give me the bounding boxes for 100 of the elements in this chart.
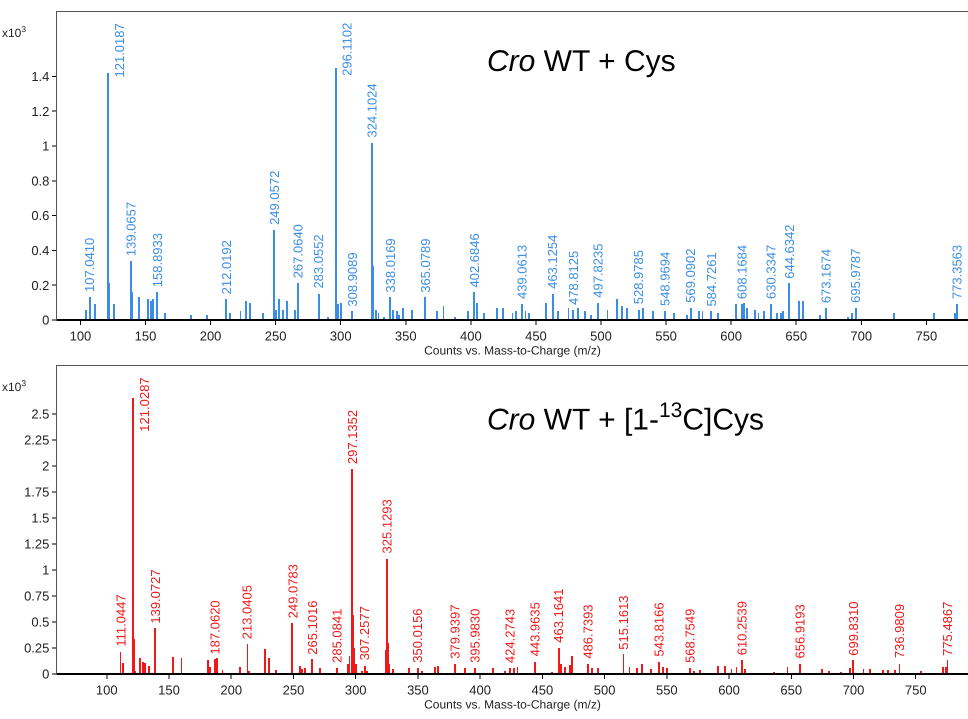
- annotation: 695.9787: [848, 248, 864, 303]
- y-tick-label: 0.4: [31, 242, 50, 258]
- x-tick-label: 600: [718, 682, 740, 698]
- y-tick-label: 1.25: [24, 536, 50, 552]
- y-tick-label: 0: [42, 312, 50, 328]
- annotation: 308.9089: [345, 252, 360, 307]
- annotation: 463.1641: [550, 588, 566, 643]
- annotation: 478.8125: [566, 250, 581, 305]
- annotation: 107.0410: [82, 238, 98, 292]
- annotation: 350.0156: [410, 608, 426, 663]
- annotation: 608.1684: [734, 244, 750, 300]
- x-tick-label: 350: [407, 682, 429, 698]
- text: Cro WT + Cys: [487, 45, 676, 78]
- annotation: 548.9694: [657, 252, 672, 306]
- x-tick-label: 700: [842, 682, 864, 698]
- x-tick-label: 450: [532, 682, 554, 698]
- x-tick-label: 400: [460, 328, 482, 344]
- annotation: 338.0169: [382, 238, 398, 293]
- y-tick-label: 0.75: [24, 588, 50, 604]
- x-tick-label: 700: [850, 328, 872, 344]
- annotation: 296.1102: [339, 22, 354, 76]
- y-tick-label: 1.75: [24, 484, 50, 500]
- y-tick-label: 1: [42, 562, 50, 578]
- annotation: 213.0405: [240, 585, 255, 640]
- annotation: 249.0783: [285, 564, 300, 618]
- annotation: 395.9830: [467, 608, 482, 663]
- annotation: 699.8310: [846, 602, 861, 656]
- x-tick-label: 550: [656, 682, 678, 698]
- x-tick-label: 100: [96, 682, 118, 698]
- annotation: 568.7549: [682, 608, 698, 663]
- y-tick-label: 0.2: [31, 278, 50, 293]
- y-tick-label: 1.2: [31, 104, 50, 119]
- annotation: 158.8933: [150, 232, 165, 288]
- annotation: 111.0447: [113, 594, 128, 647]
- y-tick-label: 2.25: [24, 432, 50, 448]
- annotation: 121.0187: [112, 23, 128, 78]
- annotation: 402.6846: [467, 233, 482, 288]
- annotation: 463.1254: [545, 234, 560, 289]
- y-axis-title: x10$^{3}$: [2, 24, 26, 40]
- annotation: 297.1352: [345, 410, 360, 464]
- annotation: 486.7393: [580, 604, 596, 659]
- annotation: 584.7261: [704, 252, 719, 307]
- annotation: 265.1016: [304, 600, 320, 655]
- y-tick-label: 0.6: [31, 208, 50, 224]
- x-tick-label: 650: [785, 328, 808, 344]
- y-tick-label: 0.5: [31, 614, 50, 630]
- annotation: 630.3347: [763, 244, 778, 299]
- x-tick-label: 150: [158, 682, 180, 698]
- annotation: 267.0640: [290, 224, 306, 278]
- x-tick-label: 750: [904, 682, 927, 698]
- x-tick-label: 450: [525, 328, 547, 344]
- annotation: 497.8235: [590, 244, 606, 298]
- annotation: 569.0902: [683, 248, 698, 303]
- x-tick-label: 650: [780, 682, 802, 698]
- y-tick-label: 2.5: [31, 406, 50, 422]
- y-tick-label: 0.25: [24, 640, 50, 656]
- annotation: 379.9397: [448, 604, 463, 659]
- annotation: 610.2539: [734, 601, 750, 656]
- x-tick-label: 100: [70, 328, 92, 344]
- annotation: 443.9635: [527, 602, 542, 656]
- x-tick-label: 400: [469, 682, 491, 698]
- annotation: 121.0287: [137, 377, 152, 432]
- annotation: 139.0657: [123, 202, 138, 256]
- x-axis-title: Counts vs. Mass-to-Charge (m/z): [424, 344, 601, 358]
- annotation: 139.0727: [148, 569, 164, 624]
- x-tick-label: 300: [344, 682, 367, 698]
- annotation: 424.2743: [502, 608, 518, 664]
- text: Cro WT + [1-$^{13}$C]Cys: [487, 399, 764, 437]
- x-tick-label: 200: [200, 328, 222, 344]
- x-axis-title: Counts vs. Mass-to-Charge (m/z): [424, 698, 601, 712]
- y-tick-label: 1.5: [31, 510, 50, 526]
- annotation: 325.1293: [379, 499, 394, 554]
- annotation: 773.3563: [949, 244, 964, 300]
- x-tick-label: 200: [220, 682, 242, 698]
- x-tick-label: 250: [282, 682, 304, 698]
- x-tick-label: 500: [594, 682, 616, 698]
- annotation: 307.2577: [357, 606, 372, 660]
- annotation: 775.4867: [940, 602, 955, 656]
- annotation: 212.0192: [219, 240, 234, 294]
- annotation: 187.0620: [208, 600, 223, 655]
- annotation: 365.0789: [418, 238, 434, 293]
- y-tick-label: 0: [42, 666, 50, 682]
- y-axis-title: x10$^{3}$: [2, 378, 26, 394]
- annotation: 439.0613: [514, 244, 530, 300]
- y-tick-label: 0.8: [31, 173, 50, 188]
- annotation: 285.0841: [329, 608, 344, 663]
- x-tick-label: 150: [134, 328, 156, 344]
- x-tick-label: 750: [916, 328, 938, 344]
- annotation: 656.9193: [792, 604, 808, 658]
- annotation: 528.9785: [631, 250, 646, 304]
- annotation: 249.0572: [266, 170, 282, 225]
- x-tick-label: 550: [655, 328, 677, 344]
- annotation: 673.1674: [818, 248, 834, 304]
- x-tick-label: 300: [330, 328, 352, 344]
- x-tick-label: 500: [590, 328, 612, 344]
- annotation: 736.9809: [892, 604, 907, 658]
- annotation: 515.1613: [616, 595, 632, 650]
- x-tick-label: 600: [720, 328, 742, 344]
- x-tick-label: 250: [264, 328, 286, 344]
- annotation: 543.8166: [652, 602, 667, 657]
